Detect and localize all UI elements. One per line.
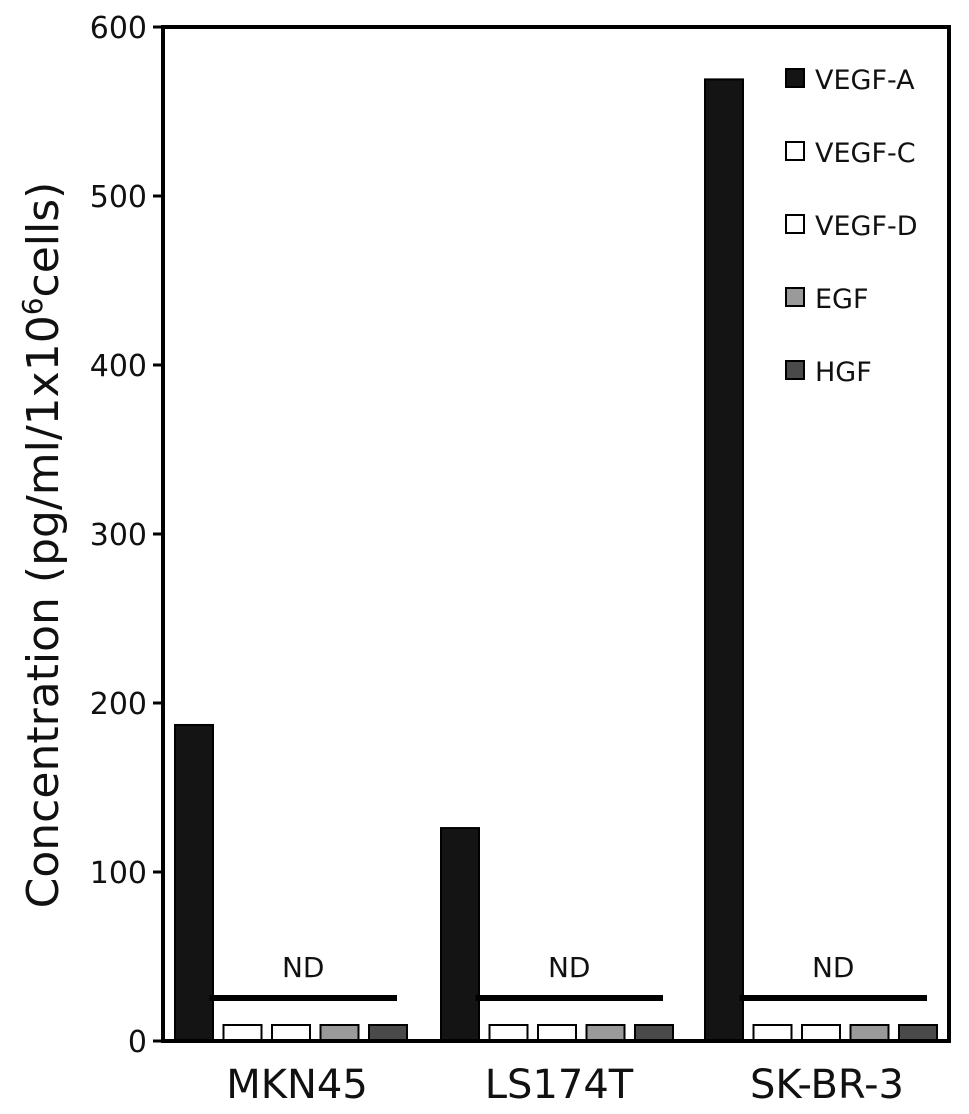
- svg-text:Concentration (pg/ml/1x106cell: Concentration (pg/ml/1x106cells): [16, 182, 69, 909]
- bar-vegf-a-mkn45: [174, 723, 214, 1042]
- legend-label-hgf: HGF: [815, 357, 872, 388]
- y-axis-label-end: cells): [18, 182, 69, 298]
- y-tick-label: 600: [90, 11, 147, 46]
- legend-swatch-vegf-d: [785, 214, 805, 234]
- bar-vegf-c-ls174t: [488, 1024, 529, 1042]
- legend-label-vegf-a: VEGF-A: [815, 65, 915, 96]
- y-axis-label: Concentration (pg/ml/1x106cells): [16, 182, 69, 909]
- bar-egf-mkn45: [319, 1024, 360, 1042]
- bar-vegf-d-sk-br-3: [801, 1024, 841, 1042]
- y-tick-label: 200: [90, 687, 147, 722]
- legend-swatch-vegf-c: [785, 141, 805, 161]
- y-tick-label: 400: [90, 349, 147, 384]
- y-tick-label: 0: [128, 1025, 147, 1060]
- nd-label: ND: [812, 951, 855, 984]
- y-axis-ticks: 0 100 200 300 400 500 600: [90, 11, 163, 1060]
- plot-area-frame: [161, 25, 951, 1043]
- bar-vegf-c-sk-br-3: [752, 1024, 793, 1042]
- bar-vegf-a-ls174t: [440, 827, 480, 1042]
- y-axis-label-main: Concentration (pg/ml/1x10: [18, 315, 69, 908]
- y-tick-label: 100: [90, 856, 147, 891]
- bar-hgf-ls174t: [634, 1024, 674, 1042]
- bar-egf-ls174t: [585, 1024, 626, 1042]
- x-category-label: SK-BR-3: [750, 1062, 904, 1108]
- y-axis-label-superscript: 6: [16, 297, 49, 315]
- y-tick-label: 300: [90, 518, 147, 553]
- legend-label-vegf-c: VEGF-C: [815, 138, 916, 169]
- x-axis-categories: MKN45 LS174T SK-BR-3: [226, 1062, 904, 1108]
- legend-label-vegf-d: VEGF-D: [815, 211, 918, 242]
- nd-label: ND: [282, 951, 325, 984]
- nd-annotations: ND ND ND: [209, 951, 927, 1001]
- x-category-label: MKN45: [226, 1062, 368, 1108]
- legend: VEGF-A VEGF-C VEGF-D EGF HGF: [785, 65, 918, 388]
- nd-label: ND: [548, 951, 591, 984]
- bar-vegf-a-sk-br-3: [704, 78, 744, 1042]
- legend-swatch-vegf-a: [785, 68, 805, 88]
- bar-hgf-mkn45: [368, 1024, 408, 1042]
- y-tick-label: 500: [90, 180, 147, 215]
- bar-hgf-sk-br-3: [898, 1024, 938, 1042]
- bar-vegf-d-ls174t: [537, 1024, 577, 1042]
- x-category-label: LS174T: [485, 1062, 634, 1108]
- bar-egf-sk-br-3: [849, 1024, 890, 1042]
- legend-swatch-egf: [785, 287, 805, 307]
- legend-label-egf: EGF: [815, 284, 869, 315]
- legend-swatch-hgf: [785, 360, 805, 380]
- bar-vegf-c-mkn45: [222, 1024, 263, 1042]
- bar-vegf-d-mkn45: [271, 1024, 311, 1042]
